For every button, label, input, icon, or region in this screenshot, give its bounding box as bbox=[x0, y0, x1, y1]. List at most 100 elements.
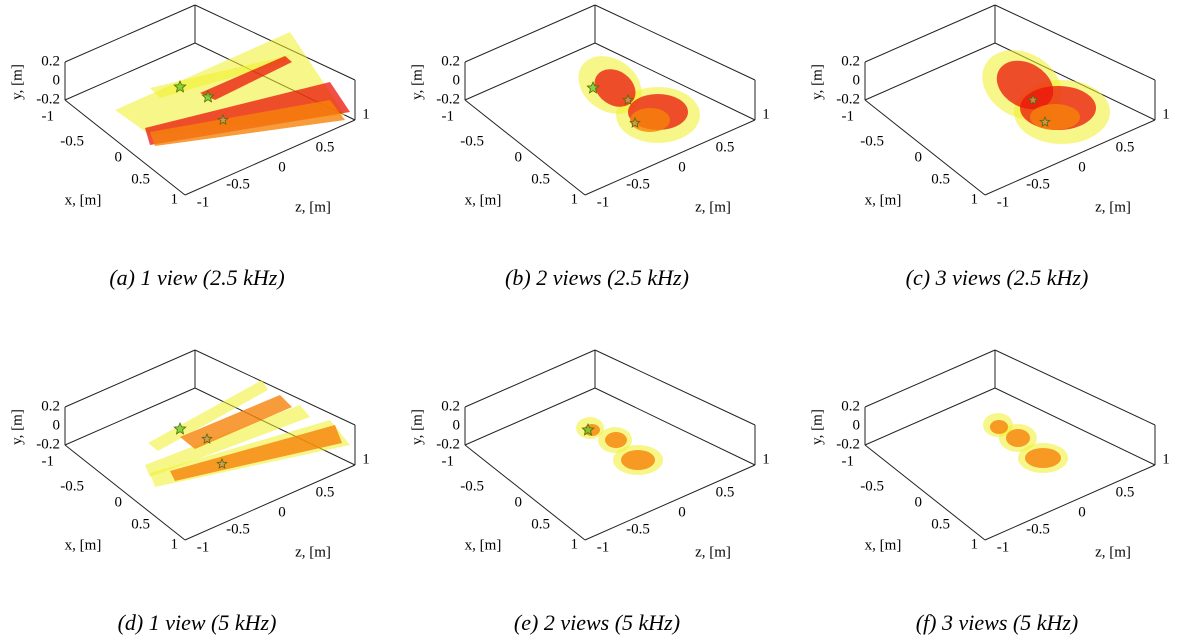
region bbox=[621, 450, 655, 470]
y-axis-label: y, [m] bbox=[9, 64, 25, 100]
x-tick-label: 0.5 bbox=[131, 171, 150, 187]
axis-box-edge bbox=[984, 464, 1156, 541]
y-tick-label: 0 bbox=[53, 72, 61, 88]
z-tick-label: 1 bbox=[762, 106, 770, 122]
z-tick-label: 0.5 bbox=[316, 484, 335, 500]
panel: 0.20-0.2-1-0.500.51 -1-0.500.51y, [m]x, [… bbox=[9, 349, 370, 635]
y-axis-label: y, [m] bbox=[409, 409, 425, 445]
y-tick-label: 0.2 bbox=[41, 398, 60, 414]
z-axis-label: z, [m] bbox=[1095, 544, 1131, 560]
z-axis-label: z, [m] bbox=[295, 544, 331, 560]
x-axis-label: x, [m] bbox=[865, 192, 902, 208]
region bbox=[145, 405, 310, 477]
panel-caption: (f) 3 views (5 kHz) bbox=[916, 610, 1079, 635]
axis-box-edge bbox=[994, 387, 1156, 466]
y-tick-label: 0 bbox=[853, 417, 861, 433]
z-tick-label: 1 bbox=[1162, 106, 1170, 122]
y-tick-label: 0 bbox=[453, 417, 461, 433]
z-tick-label: 1 bbox=[362, 106, 370, 122]
panel: 0.20-0.2-1-0.500.51 -1-0.500.51y, [m]x, [… bbox=[809, 349, 1170, 635]
x-tick-label: -0.5 bbox=[860, 478, 884, 494]
z-tick-label: -0.5 bbox=[626, 521, 650, 537]
axis-box-edge bbox=[64, 42, 196, 101]
y-tick-label: -0.2 bbox=[836, 436, 860, 452]
z-axis-label: z, [m] bbox=[695, 544, 731, 560]
panel-caption: (c) 3 views (2.5 kHz) bbox=[906, 265, 1089, 290]
axis-box-edge bbox=[594, 349, 756, 426]
source-marker bbox=[1039, 115, 1051, 127]
z-tick-label: -0.5 bbox=[226, 521, 250, 537]
y-axis-label: y, [m] bbox=[809, 409, 825, 445]
axis-box-edge bbox=[464, 4, 596, 63]
x-tick-label: 0.5 bbox=[531, 171, 550, 187]
panel-caption: (a) 1 view (2.5 kHz) bbox=[109, 265, 284, 290]
source-marker bbox=[216, 457, 228, 469]
y-axis-label: y, [m] bbox=[409, 64, 425, 100]
x-tick-label: 0 bbox=[915, 494, 923, 510]
axis-box-edge bbox=[984, 119, 1156, 196]
region bbox=[1025, 448, 1061, 468]
y-tick-label: -0.2 bbox=[436, 436, 460, 452]
x-tick-label: -1 bbox=[442, 108, 455, 124]
x-tick-label: -1 bbox=[442, 453, 455, 469]
region bbox=[200, 56, 292, 100]
z-tick-label: -0.5 bbox=[1026, 176, 1050, 192]
panel: 0.20-0.2-1-0.500.51 -1-0.500.51y, [m]x, [… bbox=[409, 349, 770, 635]
z-tick-label: 1 bbox=[762, 451, 770, 467]
axis-box-edge bbox=[64, 99, 186, 196]
x-tick-label: 0.5 bbox=[931, 171, 950, 187]
source-marker bbox=[586, 80, 600, 94]
x-tick-label: 1 bbox=[171, 191, 179, 207]
z-tick-label: -1 bbox=[197, 194, 210, 210]
axis-box-edge bbox=[594, 387, 756, 466]
axis-box-edge bbox=[864, 387, 996, 446]
axis-box-edge bbox=[194, 349, 356, 426]
panel: 0.20-0.2-1-0.500.51 -1-0.500.51y, [m]x, [… bbox=[809, 4, 1170, 290]
x-tick-label: 0.5 bbox=[531, 516, 550, 532]
x-tick-label: -1 bbox=[842, 108, 855, 124]
x-tick-label: -0.5 bbox=[460, 478, 484, 494]
source-marker bbox=[1027, 93, 1039, 105]
y-axis-label: y, [m] bbox=[809, 64, 825, 100]
x-tick-label: -1 bbox=[42, 453, 55, 469]
z-tick-label: 0 bbox=[278, 159, 286, 175]
z-axis-label: z, [m] bbox=[1095, 199, 1131, 215]
y-axis-label: y, [m] bbox=[9, 409, 25, 445]
z-tick-label: 0 bbox=[678, 159, 686, 175]
axis-box-edge bbox=[594, 42, 756, 121]
x-tick-label: -0.5 bbox=[60, 478, 84, 494]
x-axis-label: x, [m] bbox=[465, 537, 502, 553]
y-tick-label: 0.2 bbox=[841, 398, 860, 414]
source-marker bbox=[622, 93, 634, 105]
region bbox=[605, 432, 627, 448]
z-tick-label: -1 bbox=[997, 194, 1010, 210]
x-tick-label: 0 bbox=[115, 494, 123, 510]
z-tick-label: 1 bbox=[362, 451, 370, 467]
z-tick-label: -0.5 bbox=[226, 176, 250, 192]
z-tick-label: -0.5 bbox=[626, 176, 650, 192]
axis-box-edge bbox=[864, 444, 986, 541]
x-tick-label: 0 bbox=[915, 149, 923, 165]
panel-caption: (b) 2 views (2.5 kHz) bbox=[505, 265, 689, 290]
z-tick-label: 0.5 bbox=[716, 484, 735, 500]
y-tick-label: 0 bbox=[853, 72, 861, 88]
y-tick-label: -0.2 bbox=[36, 91, 60, 107]
axis-box-edge bbox=[464, 349, 596, 408]
y-tick-label: 0.2 bbox=[441, 53, 460, 69]
source-marker bbox=[581, 422, 595, 436]
x-tick-label: 1 bbox=[571, 191, 579, 207]
panel-caption: (d) 1 view (5 kHz) bbox=[118, 610, 277, 635]
axis-box-edge bbox=[64, 444, 186, 541]
axis-box-edge bbox=[584, 119, 756, 196]
axis-box-edge bbox=[464, 42, 596, 101]
x-axis-label: x, [m] bbox=[65, 537, 102, 553]
x-tick-label: 0 bbox=[515, 149, 523, 165]
x-tick-label: -1 bbox=[42, 108, 55, 124]
region bbox=[1030, 104, 1080, 130]
axis-box-edge bbox=[994, 4, 1156, 81]
x-tick-label: 1 bbox=[971, 536, 979, 552]
axis-box-edge bbox=[464, 99, 586, 196]
x-tick-label: 0 bbox=[515, 494, 523, 510]
region bbox=[170, 425, 342, 481]
